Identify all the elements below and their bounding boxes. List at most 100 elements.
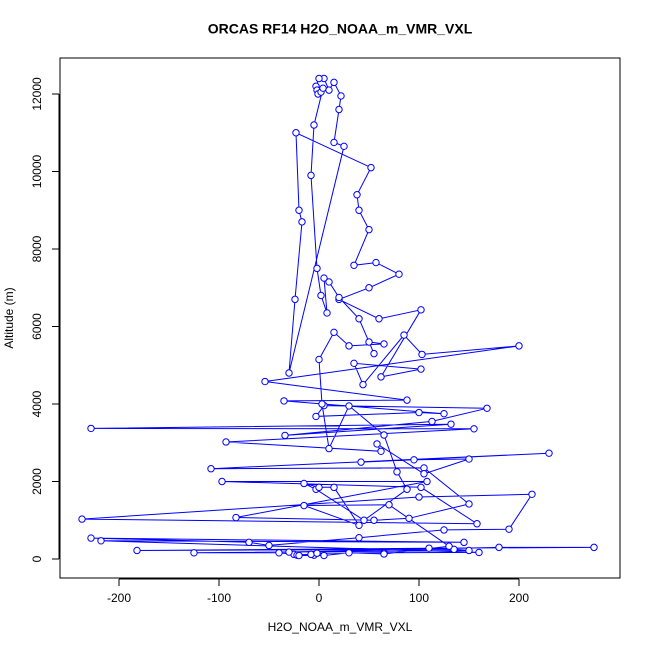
x-tick-label: -100 xyxy=(207,591,231,605)
data-point xyxy=(403,485,411,493)
x-axis-label: H2O_NOAA_m_VMR_VXL xyxy=(268,620,413,634)
data-point xyxy=(345,342,353,350)
data-point xyxy=(315,355,323,364)
y-tick-label: 12000 xyxy=(30,77,44,111)
data-point xyxy=(78,515,86,523)
data-point xyxy=(87,424,95,433)
data-point xyxy=(357,458,365,466)
data-point xyxy=(292,129,300,137)
data-point xyxy=(355,315,363,323)
data-point xyxy=(428,417,436,426)
y-tick-label: 6000 xyxy=(30,313,44,340)
data-point xyxy=(377,373,385,381)
data-point xyxy=(505,525,513,533)
y-tick-label: 2000 xyxy=(30,468,44,495)
data-point xyxy=(445,542,453,550)
data-point xyxy=(261,377,269,386)
data-point xyxy=(97,537,105,545)
data-point xyxy=(330,483,338,492)
data-point xyxy=(325,278,333,286)
data-point xyxy=(218,477,226,486)
data-point xyxy=(285,369,293,377)
data-point xyxy=(475,548,483,557)
data-point xyxy=(245,538,253,547)
data-point xyxy=(465,546,473,555)
data-point xyxy=(377,447,385,455)
data-point xyxy=(345,402,353,410)
data-point xyxy=(232,513,240,522)
data-point xyxy=(423,477,431,486)
chart-title: ORCAS RF14 H2O_NOAA_m_VMR_VXL xyxy=(208,21,473,37)
data-point xyxy=(405,514,413,523)
data-point xyxy=(335,105,343,114)
data-point xyxy=(470,425,478,433)
data-point xyxy=(380,340,388,348)
data-point xyxy=(300,479,308,488)
data-point xyxy=(385,501,393,509)
data-point xyxy=(590,543,598,552)
data-point xyxy=(133,546,141,555)
data-point xyxy=(265,541,273,550)
data-point xyxy=(370,516,378,524)
data-point xyxy=(330,328,338,337)
y-axis-label: Altitude (m) xyxy=(2,287,16,348)
data-point xyxy=(395,270,403,278)
data-point xyxy=(285,548,293,556)
data-point xyxy=(281,431,289,440)
data-point xyxy=(440,526,448,534)
data-point xyxy=(473,520,481,528)
data-point xyxy=(353,191,361,199)
data-point xyxy=(528,490,536,498)
y-tick-label: 0 xyxy=(30,555,44,562)
data-point xyxy=(400,331,408,339)
data-point xyxy=(417,306,425,314)
data-point xyxy=(417,483,425,492)
data-point xyxy=(370,349,378,358)
data-point xyxy=(325,86,333,94)
data-point xyxy=(315,483,323,492)
data-point xyxy=(345,549,353,557)
data-point xyxy=(87,534,95,542)
data-point xyxy=(350,359,358,368)
data-point xyxy=(307,550,315,559)
data-point xyxy=(307,171,315,180)
data-point xyxy=(380,431,388,439)
data-point xyxy=(373,440,381,448)
data-point xyxy=(222,438,230,446)
data-point xyxy=(320,551,328,560)
data-point xyxy=(483,404,491,412)
data-point xyxy=(418,350,426,359)
data-point xyxy=(375,315,383,323)
data-point xyxy=(495,543,503,552)
data-point xyxy=(440,409,448,418)
data-point xyxy=(318,400,326,408)
data-point xyxy=(355,533,363,542)
data-point xyxy=(545,449,553,457)
data-point xyxy=(315,74,323,83)
data-point xyxy=(417,365,425,373)
data-point xyxy=(355,521,363,529)
data-point xyxy=(300,501,308,510)
data-point xyxy=(515,342,523,350)
data-point xyxy=(350,261,358,269)
data-point xyxy=(320,274,328,282)
data-point xyxy=(447,420,455,428)
data-point xyxy=(335,293,343,302)
data-point xyxy=(313,549,321,557)
data-point xyxy=(295,206,303,214)
x-tick-label: 200 xyxy=(509,591,529,605)
x-tick-label: 0 xyxy=(316,591,323,605)
data-point xyxy=(415,408,423,417)
data-point xyxy=(190,549,198,557)
data-point xyxy=(460,538,468,547)
data-point xyxy=(330,78,338,87)
data-point xyxy=(317,291,325,300)
plot-frame xyxy=(59,57,621,579)
data-point xyxy=(415,493,423,501)
data-point xyxy=(403,396,411,404)
data-point xyxy=(365,338,373,346)
data-line xyxy=(81,78,595,556)
data-point xyxy=(325,444,333,453)
